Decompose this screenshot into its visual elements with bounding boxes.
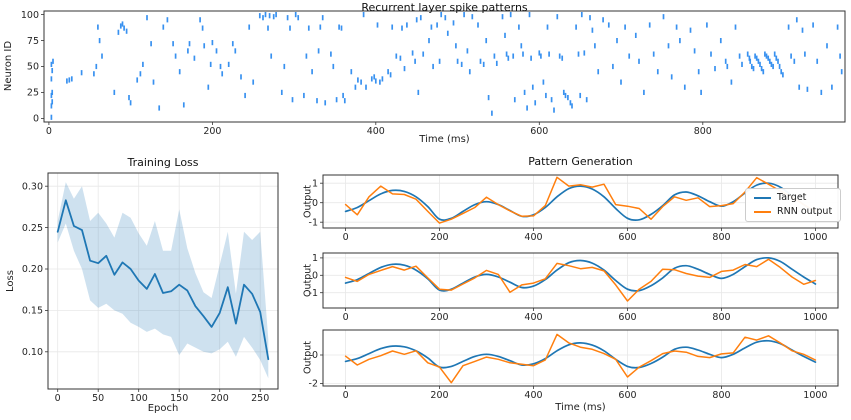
x-tick-label: 400: [524, 390, 542, 401]
x-tick-label: 1000: [803, 232, 827, 243]
rnn-output-line-row3: [344, 333, 817, 384]
x-tick-label: 1000: [803, 390, 827, 401]
target-line-swatch: [754, 196, 771, 199]
target-line-row3: [344, 339, 817, 369]
x-tick-label: 400: [524, 312, 542, 323]
raster-xlabel: Time (ms): [419, 134, 470, 145]
y-tick-label: 0.15: [22, 306, 43, 317]
x-tick-label: 600: [618, 232, 636, 243]
x-tick-label: 200: [430, 390, 448, 401]
patterns-title: Pattern Generation: [528, 155, 633, 168]
legend-target-label: Target: [777, 192, 807, 203]
axes-frame: [43, 10, 846, 123]
x-tick-label: 100: [130, 393, 148, 404]
y-tick-label: 25: [27, 88, 39, 99]
loss-mean-line: [56, 199, 270, 361]
y-tick-label: 1: [312, 253, 318, 264]
loss-title: Training Loss: [127, 156, 199, 169]
x-tick-label: 0: [46, 126, 52, 137]
y-tick-label: 0: [312, 198, 318, 209]
x-tick-label: 400: [524, 232, 542, 243]
rnn-output-line-row1: [344, 176, 817, 224]
x-tick-label: 800: [712, 312, 730, 323]
y-tick-label: 75: [27, 36, 39, 47]
pattern-row3-ylabel: Output: [302, 341, 314, 374]
x-tick-label: 200: [430, 232, 448, 243]
x-tick-label: 0: [343, 232, 349, 243]
target-line-row2: [344, 256, 817, 292]
y-tick-label: 0.30: [22, 181, 43, 192]
y-tick-label: -1: [309, 217, 318, 228]
y-tick-label: 1: [312, 178, 318, 189]
y-tick-label: 0: [33, 114, 39, 125]
x-tick-label: 600: [530, 126, 548, 137]
rnn-line-swatch: [754, 210, 771, 213]
axes-frame: [47, 172, 279, 390]
axes-frame: [322, 252, 839, 309]
y-tick-label: 0.20: [22, 264, 43, 275]
loss-ylabel: Loss: [5, 270, 16, 292]
legend-rnn-label: RNN output: [777, 206, 833, 217]
y-tick-label: 50: [27, 62, 39, 73]
x-tick-label: 0: [343, 312, 349, 323]
x-tick-label: 800: [712, 390, 730, 401]
y-tick-label: -2: [309, 379, 318, 390]
rnn-output-line-row2: [344, 258, 817, 302]
x-tick-label: 50: [92, 393, 104, 404]
axes-frame: [322, 329, 839, 387]
raster-ylabel: Neuron ID: [3, 40, 14, 92]
x-tick-label: 600: [618, 390, 636, 401]
pattern-row1-ylabel: Output: [302, 185, 314, 218]
x-tick-label: 0: [343, 390, 349, 401]
x-tick-label: 200: [430, 312, 448, 323]
raster-title: Recurrent layer spike patterns: [361, 1, 528, 14]
x-tick-label: 150: [170, 393, 188, 404]
legend-entry-rnn: RNN output: [754, 206, 832, 217]
x-tick-label: 0: [55, 393, 61, 404]
x-tick-label: 250: [251, 393, 269, 404]
x-tick-label: 200: [203, 126, 221, 137]
y-tick-label: 100: [21, 10, 39, 21]
x-tick-label: 800: [712, 232, 730, 243]
y-tick-label: -1: [309, 288, 318, 299]
x-tick-label: 1000: [803, 312, 827, 323]
patterns-xlabel: Time (ms): [555, 402, 606, 413]
y-tick-label: 0: [312, 350, 318, 361]
y-tick-label: 0.25: [22, 223, 43, 234]
loss-xlabel: Epoch: [147, 403, 179, 414]
legend: Target RNN output: [745, 188, 842, 222]
pattern-row2-ylabel: Output: [302, 264, 314, 297]
x-tick-label: 800: [694, 126, 712, 137]
x-tick-label: 600: [618, 312, 636, 323]
y-tick-label: 0: [312, 271, 318, 282]
loss-confidence-band: [57, 182, 269, 379]
y-tick-label: 0.10: [22, 347, 43, 358]
x-tick-label: 200: [211, 393, 229, 404]
legend-entry-target: Target: [754, 192, 832, 203]
x-tick-label: 400: [367, 126, 385, 137]
